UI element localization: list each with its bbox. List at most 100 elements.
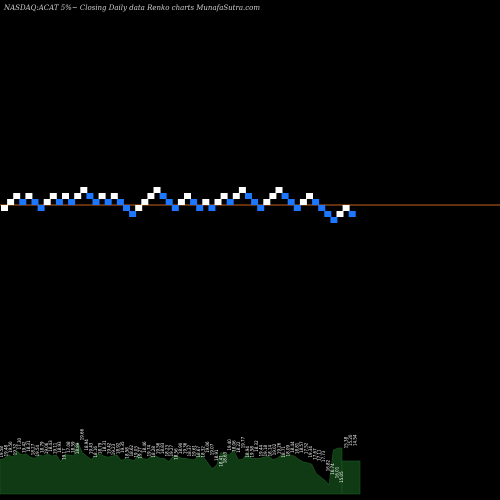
renko-brick [263, 199, 271, 205]
renko-brick [19, 199, 27, 205]
volume-label: 15.05 [339, 471, 344, 483]
renko-brick [55, 199, 63, 205]
volume-label: 19.40 [227, 439, 232, 451]
volume-label: 14.54 [353, 434, 358, 446]
volume-label: 18.83 [160, 442, 165, 454]
renko-brick [7, 199, 15, 205]
volume-label: 19.58 [250, 446, 255, 458]
volume-label: 18.59 [71, 441, 76, 453]
renko-brick [171, 205, 179, 211]
volume-label: 19.74 [147, 444, 152, 456]
renko-brick [110, 193, 118, 199]
renko-brick [49, 193, 57, 199]
volume-label: 17.08 [66, 441, 71, 453]
volume-label: 18.90 [178, 442, 183, 454]
volume-label: 19.44 [259, 444, 264, 456]
renko-brick [232, 193, 240, 199]
renko-brick [104, 199, 112, 205]
volume-label: 18.67 [196, 446, 201, 458]
volume-label: 19.27 [138, 447, 143, 459]
volume-label: 19.66 [80, 428, 85, 440]
volume-label: 18.79 [97, 442, 102, 454]
renko-brick [312, 199, 320, 205]
volume-label: 18.81 [294, 442, 299, 454]
volume-label: 18.58 [124, 447, 129, 459]
volume-label: 18.16 [93, 446, 98, 458]
volume-label: 18.62 [129, 444, 134, 456]
renko-brick [116, 199, 124, 205]
volume-label: 19.07 [209, 443, 214, 455]
renko-brick [202, 199, 210, 205]
volume-label: 18.37 [187, 444, 192, 456]
volume-label: 19.06 [44, 442, 49, 454]
volume-label: 18.43 [48, 440, 53, 452]
renko-brick [348, 211, 356, 217]
renko-brick [31, 199, 39, 205]
volume-label: 19.06 [205, 441, 210, 453]
renko-brick [238, 187, 246, 193]
volume-label: 17.73 [321, 450, 326, 462]
renko-brick [184, 193, 191, 199]
volume-label: 17.11 [317, 449, 322, 461]
volume-label: 16.01 [335, 466, 340, 478]
volume-label: 19.34 [308, 446, 313, 458]
volume-label: 17.67 [312, 448, 317, 460]
volume-label: 18.44 [290, 441, 295, 453]
volume-label: 19.42 [21, 441, 26, 453]
volume-label: 16.74 [330, 463, 335, 475]
renko-brick [287, 199, 295, 205]
volume-label: 19.32 [12, 443, 17, 455]
renko-brick [92, 199, 100, 205]
volume-label: 18.57 [299, 441, 304, 453]
renko-brick [62, 193, 69, 199]
renko-brick [159, 193, 167, 199]
renko-brick [318, 205, 326, 211]
volume-label: 19.48 [4, 444, 9, 456]
volume-label: 19.36 [183, 442, 188, 454]
renko-brick [324, 211, 332, 217]
renko-brick [43, 199, 51, 205]
volume-label: 19.50 [8, 441, 13, 453]
renko-brick [208, 205, 216, 211]
volume-label: 17.30 [17, 437, 22, 449]
renko-brick [251, 199, 259, 205]
renko-brick [281, 193, 289, 199]
renko-brick [98, 193, 106, 199]
volume-label: 19.17 [62, 448, 67, 460]
volume-label: 18.09 [285, 444, 290, 456]
renko-brick [226, 199, 234, 205]
volume-label: 18.89 [75, 442, 80, 454]
volume-label: 15.20 [348, 434, 353, 446]
renko-brick [257, 205, 265, 211]
volume-bar-latest [341, 460, 361, 495]
renko-brick [80, 187, 88, 193]
volume-label: 19.11 [53, 442, 58, 454]
volume-label: 18.27 [30, 443, 35, 455]
renko-brick [196, 205, 204, 211]
volume-label: 19.26 [276, 442, 281, 454]
renko-brick [220, 193, 228, 199]
volume-label: 18.46 [142, 441, 147, 453]
renko-brick [299, 199, 307, 205]
volume-label: 18.32 [200, 446, 205, 458]
renko-brick [342, 205, 350, 211]
renko-brick [123, 205, 130, 211]
renko-brick [177, 199, 185, 205]
volume-label: 18.79 [39, 441, 44, 453]
volume-label: 19.18 [263, 444, 268, 456]
volume-label: 18.32 [254, 440, 259, 452]
volume-label: 17.52 [303, 442, 308, 454]
volume-label: 19.58 [0, 446, 4, 458]
renko-brick [25, 193, 33, 199]
volume-label: 19.61 [191, 444, 196, 456]
volume-label: 18.63 [223, 451, 228, 463]
renko-brick [147, 193, 155, 199]
renko-brick [269, 193, 277, 199]
volume-label: 18.06 [232, 440, 237, 452]
volume-label: 18.94 [245, 446, 250, 458]
volume-label: 18.31 [26, 440, 31, 452]
renko-brick [153, 187, 161, 193]
